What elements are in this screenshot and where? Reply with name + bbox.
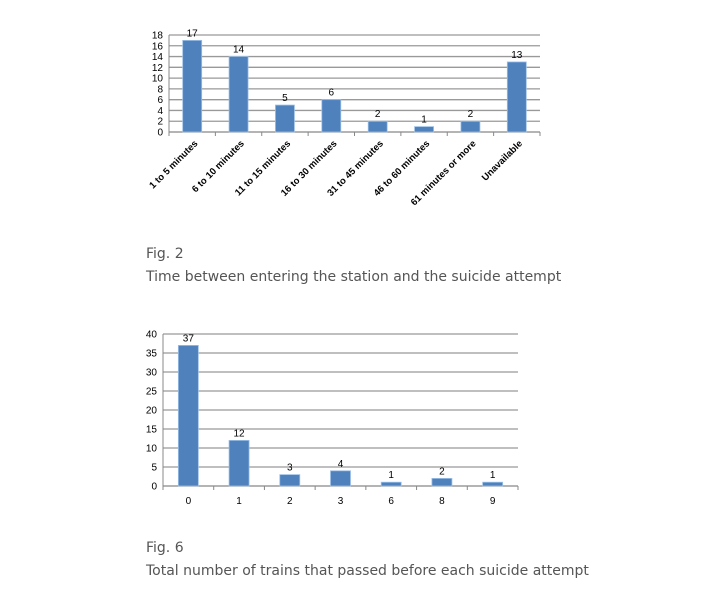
fig2-bar (275, 104, 295, 133)
fig6-x-tick-label: 6 (388, 496, 394, 507)
fig6-y-tick-label: 30 (146, 368, 158, 379)
fig6-label: Fig. 6 (146, 540, 184, 556)
fig2-data-label: 17 (187, 28, 199, 39)
fig2-x-tick-label: 1 to 5 minutes (147, 138, 200, 191)
fig6-x-tick-label: 2 (287, 496, 293, 507)
fig2-data-label: 1 (421, 115, 427, 126)
fig2-y-tick-label: 6 (157, 95, 163, 106)
fig6-y-tick-label: 15 (146, 425, 158, 436)
fig6-data-label: 12 (234, 428, 246, 439)
fig6-y-tick-label: 40 (146, 330, 158, 341)
fig6-x-tick-label: 0 (186, 496, 192, 507)
fig2-bar (460, 120, 481, 133)
fig6-bar (431, 477, 453, 487)
fig6-y-tick-label: 25 (146, 387, 158, 398)
fig6-bar (482, 481, 504, 487)
fig6-bar (279, 474, 301, 487)
fig2-y-tick-label: 10 (152, 74, 164, 85)
fig6-data-label: 4 (338, 459, 344, 470)
fig6-x-tick-label: 9 (490, 496, 496, 507)
fig2-y-tick-label: 14 (152, 52, 164, 63)
fig6-y-tick-label: 5 (151, 463, 157, 474)
fig2-data-label: 13 (511, 50, 523, 61)
fig6-bar (177, 344, 199, 487)
fig6-x-tick-label: 1 (236, 496, 242, 507)
fig6-data-label: 1 (388, 470, 394, 481)
fig6-caption: Total number of trains that passed befor… (146, 563, 589, 579)
fig6-bar (330, 470, 351, 487)
fig6-y-tick-label: 0 (151, 482, 157, 493)
fig2-y-tick-label: 2 (157, 117, 163, 128)
fig6-x-tick-label: 3 (338, 496, 344, 507)
fig2-data-label: 14 (233, 45, 245, 56)
fig6-x-tick-label: 8 (439, 496, 445, 507)
fig2-data-label: 6 (329, 88, 335, 99)
fig6-y-tick-label: 35 (146, 349, 158, 360)
fig2-y-tick-label: 12 (152, 63, 164, 74)
fig6-data-label: 37 (183, 333, 195, 344)
fig6-bar (228, 439, 250, 487)
fig2-data-label: 5 (282, 93, 288, 104)
fig2-y-tick-label: 0 (157, 128, 163, 139)
fig6-y-tick-label: 10 (146, 444, 158, 455)
fig2-data-label: 2 (468, 109, 474, 120)
fig2-y-tick-label: 16 (152, 41, 164, 52)
fig2-bar (367, 120, 388, 133)
fig2-bar (321, 99, 342, 133)
fig2-data-label: 2 (375, 109, 381, 120)
fig2-bar (506, 61, 527, 133)
fig6-data-label: 1 (490, 470, 496, 481)
fig2-y-tick-label: 4 (157, 106, 163, 117)
fig2-bar (414, 126, 434, 133)
fig2-label: Fig. 2 (146, 246, 184, 262)
fig2-bar (228, 56, 249, 133)
fig6-data-label: 2 (439, 466, 445, 477)
fig2-y-tick-label: 18 (152, 31, 164, 42)
fig2-y-tick-label: 8 (157, 84, 163, 95)
fig2-bar (182, 39, 203, 133)
fig6-y-tick-label: 20 (146, 406, 158, 417)
fig2-x-tick-label: Unavailable (480, 138, 525, 183)
fig6-data-label: 3 (287, 463, 293, 474)
fig2-caption: Time between entering the station and th… (146, 269, 562, 285)
fig6-bar (380, 481, 402, 487)
